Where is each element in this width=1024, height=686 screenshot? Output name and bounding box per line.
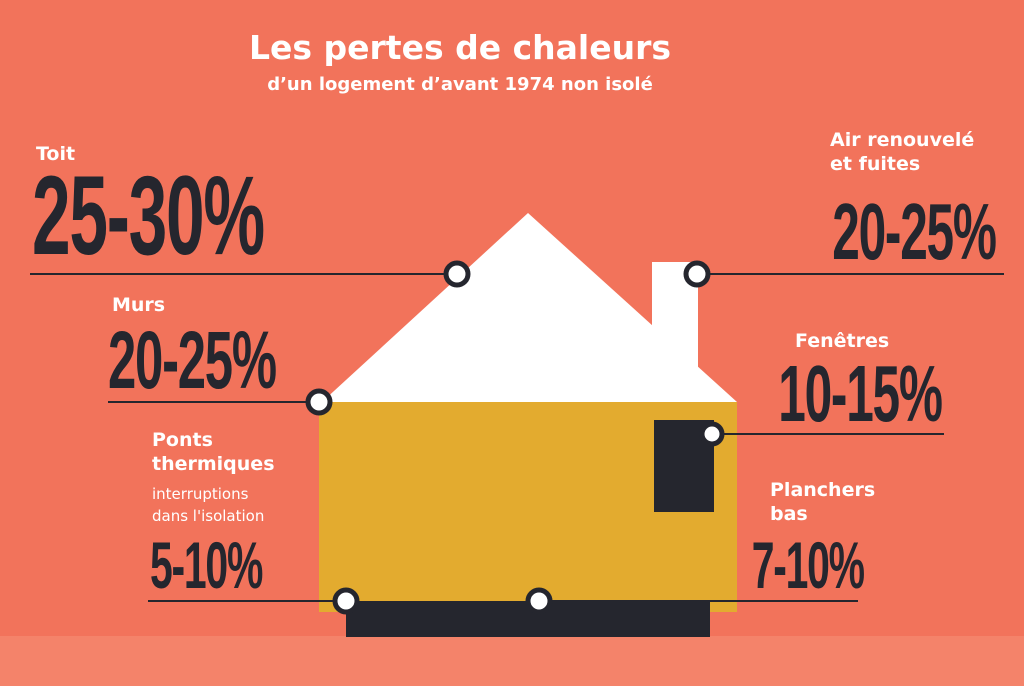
marker-thermal-bridges — [332, 587, 360, 615]
marker-walls — [305, 388, 333, 416]
loss-label-air: Air renouvelé et fuites — [830, 129, 975, 175]
page-title: Les pertes de chaleurs — [248, 28, 672, 67]
marker-roof — [443, 260, 471, 288]
loss-label-floors: Planchers bas — [770, 479, 876, 525]
loss-note-thermal-bridges-line1: interruptions — [152, 485, 249, 503]
page-subtitle: d’un logement d’avant 1974 non isolé — [267, 74, 653, 95]
ground — [0, 636, 1024, 686]
loss-label-walls: Murs — [112, 294, 166, 316]
loss-value-thermal-bridges: 5-10% — [150, 528, 263, 602]
marker-floors — [525, 587, 553, 615]
marker-windows — [699, 421, 725, 447]
loss-label-windows: Fenêtres — [795, 330, 890, 352]
loss-value-air: 20-25% — [832, 187, 997, 276]
loss-label-thermal-bridges: Ponts thermiques — [152, 429, 275, 475]
loss-value-walls: 20-25% — [108, 315, 277, 406]
marker-air — [683, 260, 711, 288]
roof — [322, 213, 737, 402]
loss-value-roof: 25-30% — [32, 153, 265, 278]
loss-value-floors: 7-10% — [751, 528, 865, 602]
loss-note-thermal-bridges-line2: dans l'isolation — [152, 507, 265, 525]
loss-value-windows: 10-15% — [778, 349, 943, 438]
loss-label-roof: Toit — [36, 143, 76, 165]
